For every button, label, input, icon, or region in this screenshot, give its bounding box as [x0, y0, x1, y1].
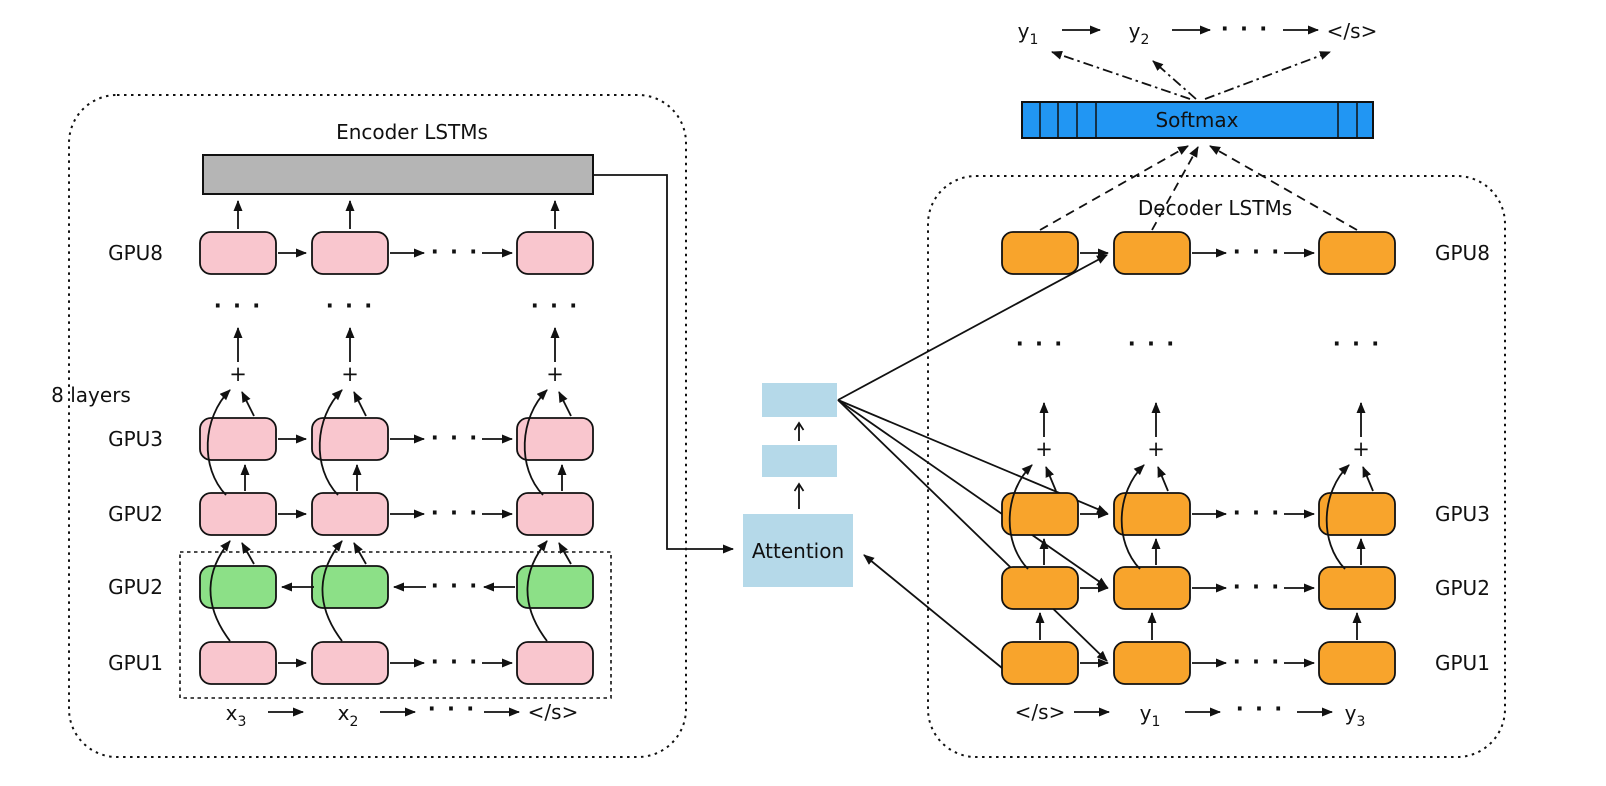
decoder-lstm-cell	[1001, 641, 1079, 685]
decoder-title: Decoder LSTMs	[1138, 196, 1292, 220]
decoder-row-label-gpu3: GPU3	[1435, 502, 1490, 526]
ellipsis: · · ·	[1233, 575, 1282, 599]
encoder-lstm-cell	[516, 641, 594, 685]
decoder-lstm-cell	[1001, 231, 1079, 275]
encoder-lstm-cell	[311, 492, 389, 536]
encoder-row-label-gpu8: GPU8	[108, 241, 163, 265]
decoder-lstm-cell	[1113, 641, 1191, 685]
encoder-row-label-gpu1: GPU1	[108, 651, 163, 675]
bidirectional-layer-dotted-box	[179, 551, 612, 699]
attention-hidden-box	[762, 445, 837, 477]
decoder-input-eos: </s>	[1015, 700, 1066, 724]
encoder-lstm-cell	[311, 417, 389, 461]
encoder-input-eos: </s>	[528, 700, 579, 724]
residual-plus: +	[341, 362, 359, 386]
encoder-dotted-border	[68, 94, 687, 758]
ellipsis: · · ·	[431, 426, 480, 450]
decoder-dotted-border	[927, 175, 1506, 758]
encoder-to-attention-connector	[593, 174, 734, 554]
decoder-lstm-cell	[1318, 641, 1396, 685]
ellipsis: · · ·	[1233, 650, 1282, 674]
decoder-output-y2: y2	[1129, 19, 1150, 48]
residual-plus: +	[546, 362, 564, 386]
encoder-layers-label: 8 layers	[51, 383, 131, 407]
encoder-lstm-cell	[311, 231, 389, 275]
encoder-lstm-cell	[199, 641, 277, 685]
residual-plus: +	[1035, 437, 1053, 461]
decoder-output-eos: </s>	[1327, 19, 1378, 43]
softmax-bar-dividers	[1039, 102, 1358, 138]
ellipsis: · · ·	[428, 697, 477, 721]
decoder-block: Decoder LSTMs GPU8 GPU3 GPU2 GPU1 · · · …	[927, 175, 1506, 758]
decoder-input-y3: y3	[1345, 701, 1366, 730]
attention-box	[743, 514, 853, 587]
softmax-to-output-dashdot-lines	[1051, 50, 1331, 100]
attention-context-box	[762, 383, 837, 417]
decoder-to-attention-line	[863, 554, 1003, 669]
decoder-lstm-cell	[1113, 492, 1191, 536]
decoder-input-y1: y1	[1140, 701, 1161, 730]
softmax-label: Softmax	[1155, 108, 1238, 132]
decoder-lstm-cell	[1001, 492, 1079, 536]
decoder-output-y1: y1	[1018, 19, 1039, 48]
encoder-title: Encoder LSTMs	[336, 120, 488, 144]
decoder-lstm-cell	[1318, 231, 1396, 275]
ellipsis: · · ·	[1128, 332, 1177, 356]
ellipsis: · · ·	[1016, 332, 1065, 356]
encoder-lstm-cell	[516, 492, 594, 536]
softmax-output-section: Softmax y1 y2 · · · </s>	[1018, 17, 1378, 231]
ellipsis: · · ·	[431, 501, 480, 525]
encoder-lstm-cell	[199, 492, 277, 536]
encoder-row-label-gpu2-reverse: GPU2	[108, 575, 163, 599]
encoder-residual-connections	[206, 389, 572, 496]
ellipsis: · · ·	[531, 294, 580, 318]
decoder-row-label-gpu2: GPU2	[1435, 576, 1490, 600]
encoder-bidirectional-merge	[209, 540, 572, 642]
encoder-block: Encoder LSTMs 8 layers GPU8 GPU3 GPU2 GP…	[51, 94, 734, 758]
attention-module: Attention	[743, 254, 1108, 669]
bidirectional-lstm-cell	[516, 565, 594, 609]
decoder-lstm-cell	[1113, 231, 1191, 275]
ellipsis: · · ·	[326, 294, 375, 318]
decoder-residual-connections	[1008, 464, 1374, 570]
ellipsis: · · ·	[1221, 17, 1270, 41]
ellipsis: · · ·	[1333, 332, 1382, 356]
encoder-lstm-cell	[199, 417, 277, 461]
encoder-input-x3: x3	[226, 701, 247, 730]
ellipsis: · · ·	[1233, 240, 1282, 264]
ellipsis: · · ·	[431, 574, 480, 598]
encoder-lstm-cell	[199, 231, 277, 275]
encoder-lstm-cell	[516, 417, 594, 461]
ellipsis: · · ·	[1236, 697, 1285, 721]
encoder-row-label-gpu3: GPU3	[108, 427, 163, 451]
encoder-lstm-cell	[311, 641, 389, 685]
decoder-row-label-gpu1: GPU1	[1435, 651, 1490, 675]
encoder-lstm-cell	[516, 231, 594, 275]
decoder-lstm-cell	[1113, 566, 1191, 610]
ellipsis: · · ·	[431, 650, 480, 674]
ellipsis: · · ·	[214, 294, 263, 318]
decoder-to-softmax-dashed-lines	[1039, 145, 1358, 231]
residual-plus: +	[1147, 437, 1165, 461]
attention-label: Attention	[752, 539, 844, 563]
decoder-lstm-cell	[1001, 566, 1079, 610]
softmax-bar	[1021, 101, 1374, 139]
encoder-output-bar	[202, 154, 594, 195]
ellipsis: · · ·	[431, 240, 480, 264]
ellipsis: · · ·	[1233, 501, 1282, 525]
decoder-lstm-cell	[1318, 492, 1396, 536]
residual-plus: +	[229, 362, 247, 386]
bidirectional-lstm-cell	[199, 565, 277, 609]
decoder-lstm-cell	[1318, 566, 1396, 610]
residual-plus: +	[1352, 437, 1370, 461]
encoder-row-label-gpu2: GPU2	[108, 502, 163, 526]
decoder-row-label-gpu8: GPU8	[1435, 241, 1490, 265]
encoder-input-x2: x2	[338, 701, 359, 730]
